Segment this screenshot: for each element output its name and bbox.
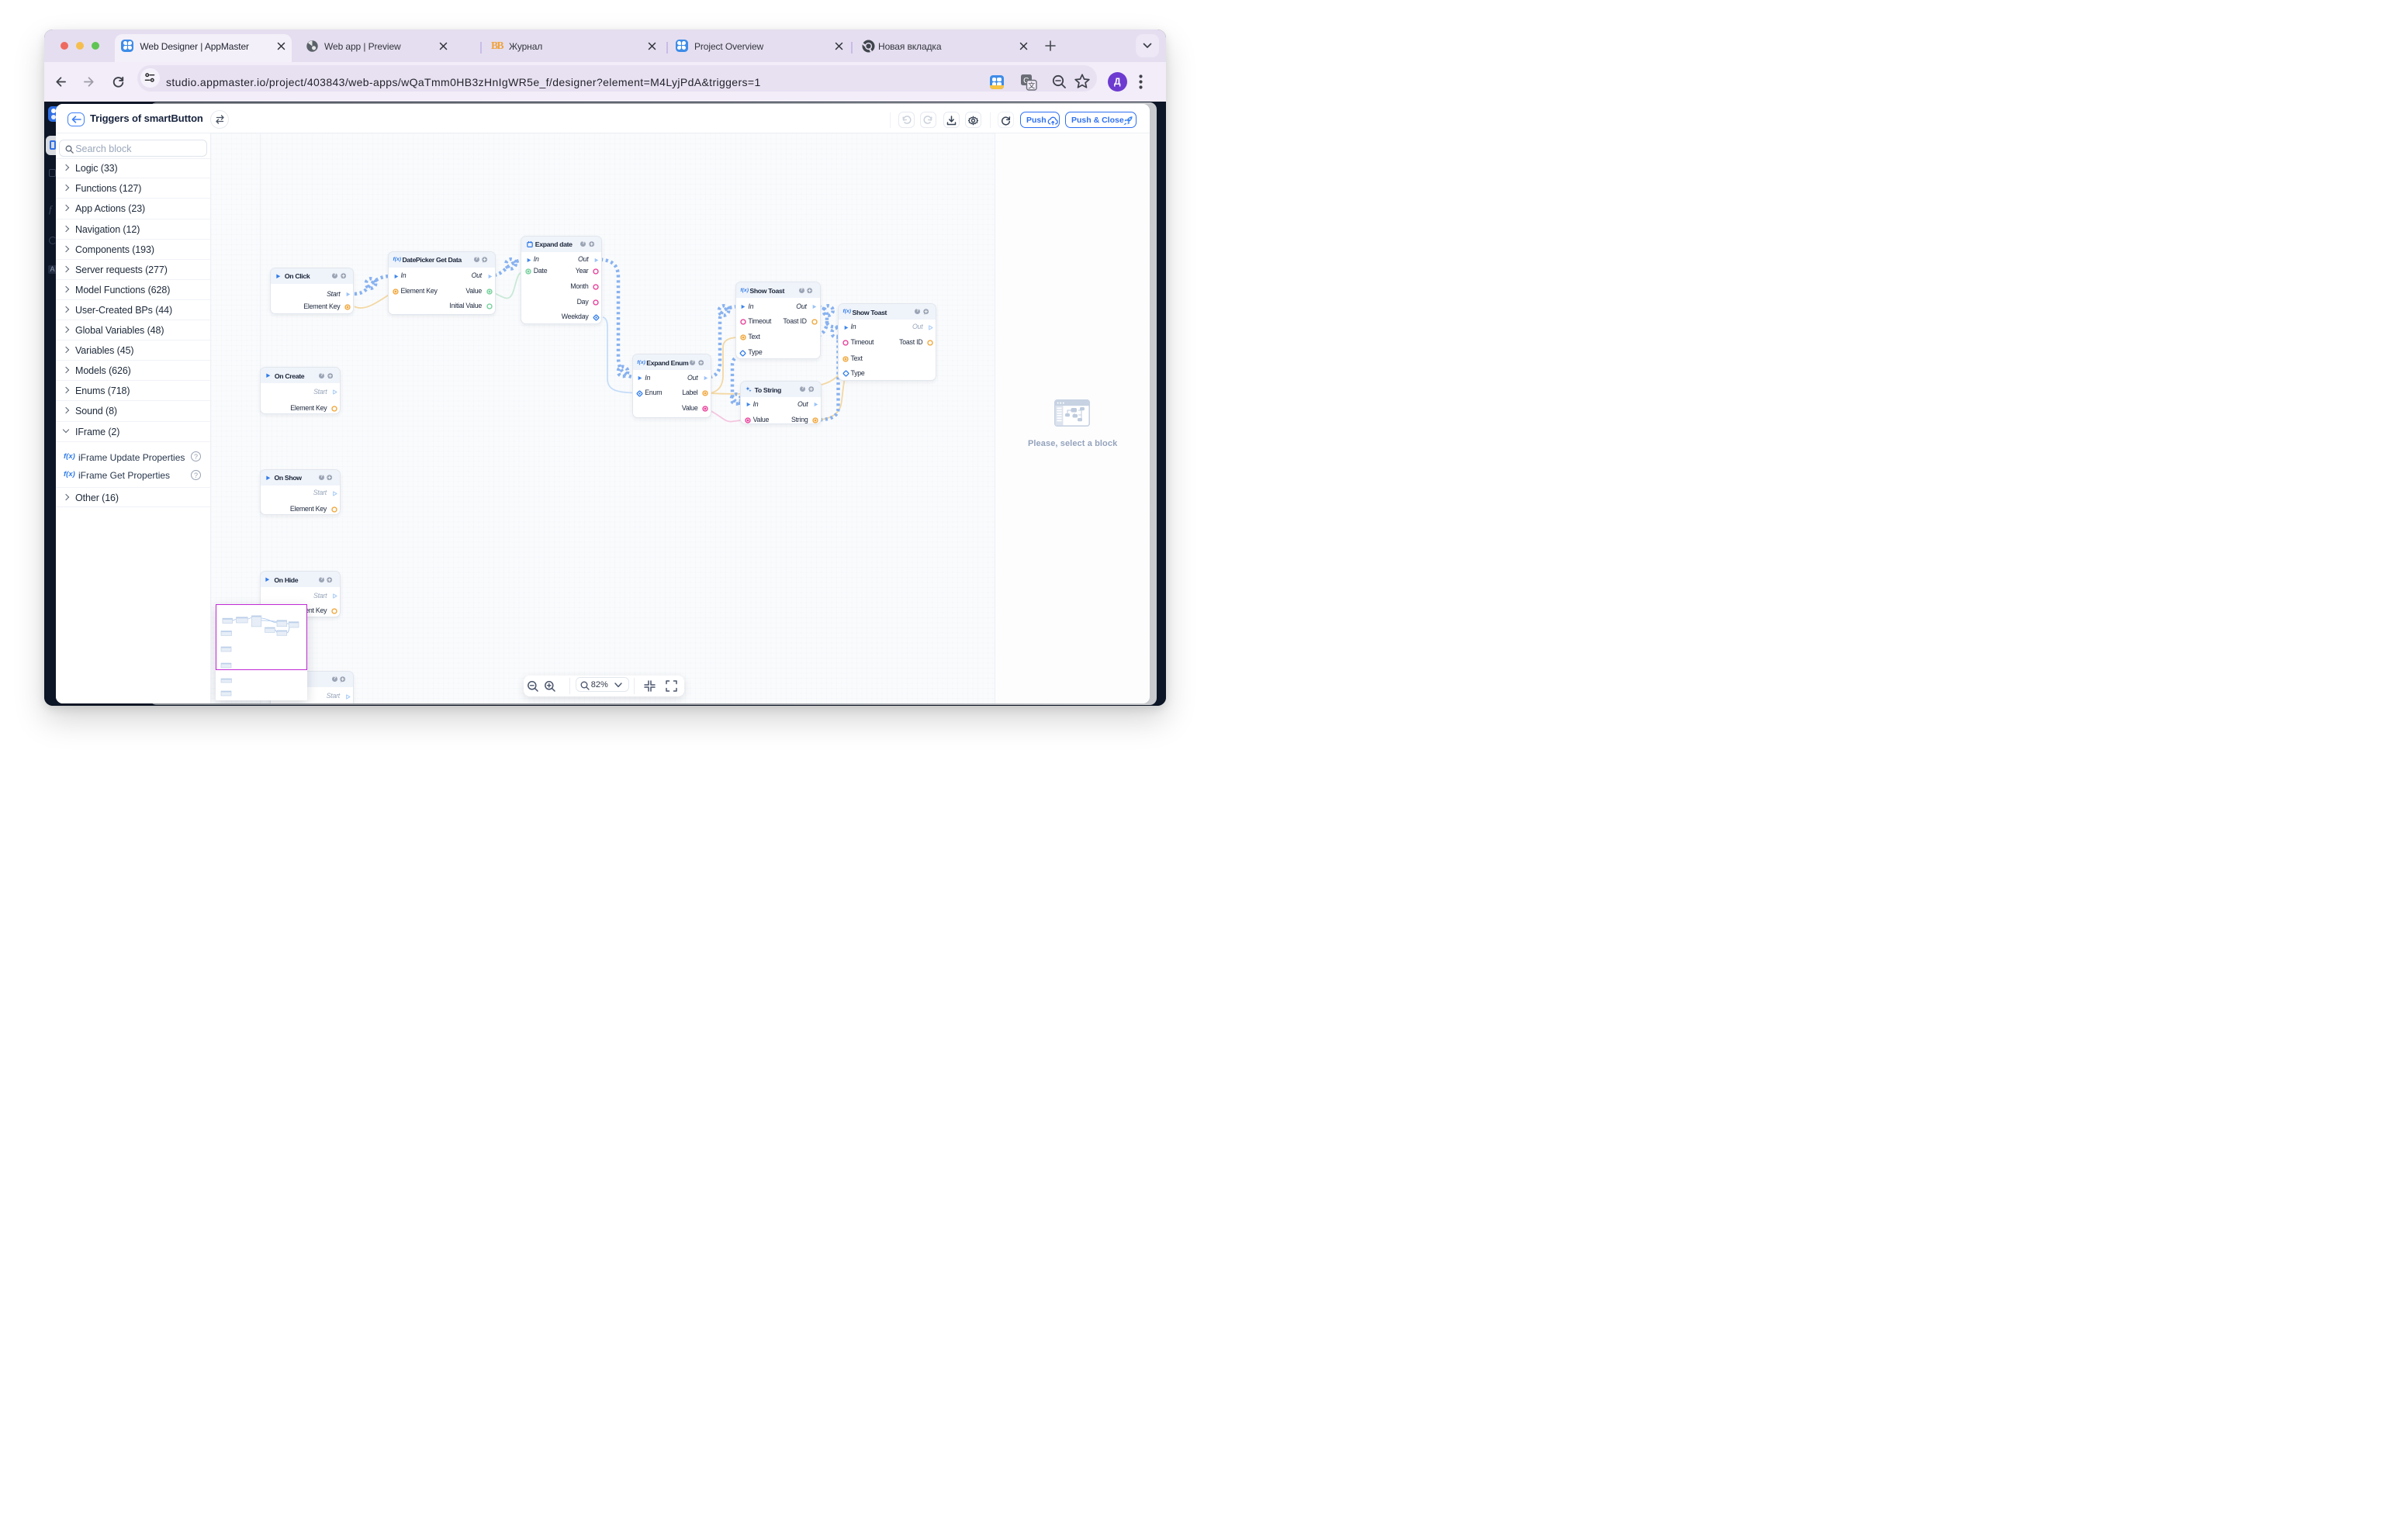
svg-text:文: 文 bbox=[1028, 81, 1035, 89]
